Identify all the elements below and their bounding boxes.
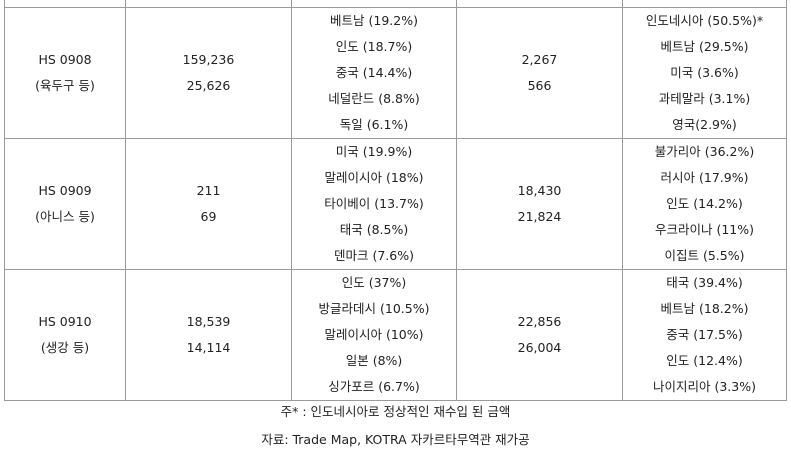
footnote: 주* : 인도네시아로 정상적인 재수입 된 금액 <box>280 404 511 419</box>
import-value: 211 <box>196 183 221 198</box>
country-share: 독일 (6.1%) <box>339 117 409 132</box>
country-share: 인도 (12.4%) <box>666 353 743 368</box>
country-share: 태국 (8.5%) <box>339 222 409 237</box>
product-cell: HS 0910 (생강 등) <box>4 269 126 401</box>
import-value: 69 <box>200 209 217 224</box>
import-value: 18,539 <box>186 314 231 329</box>
country-share: 나이지리아 (3.3%) <box>653 379 756 394</box>
product-cell: HS 0909 (아니스 등) <box>4 138 126 270</box>
import-country-cell: 베트남 (19.2%) 인도 (18.7%) 중국 (14.4%) 네덜란드 (… <box>291 7 457 139</box>
export-value-cell: 22,856 26,004 <box>456 269 623 401</box>
export-value: 566 <box>527 78 552 93</box>
country-share: 과테말라 (3.1%) <box>658 91 751 106</box>
country-share: 러시아 (17.9%) <box>660 170 749 185</box>
import-value: 14,114 <box>186 340 231 355</box>
country-share: 인도 (14.2%) <box>666 196 743 211</box>
export-country-cell: 태국 (39.4%) 베트남 (18.2%) 중국 (17.5%) 인도 (12… <box>622 269 787 401</box>
import-country-cell: 미국 (19.9%) 말레이시아 (18%) 타이베이 (13.7%) 태국 (… <box>291 138 457 270</box>
country-share: 베트남 (29.5%) <box>660 39 749 54</box>
import-value-cell: 159,236 25,626 <box>125 7 292 139</box>
country-share: 불가리아 (36.2%) <box>654 144 755 159</box>
export-country-cell: 인도네시아 (50.5%)* 베트남 (29.5%) 미국 (3.6%) 과테말… <box>622 7 787 139</box>
product-cell: HS 0908 (육두구 등) <box>4 7 126 139</box>
country-share: 우크라이나 (11%) <box>654 222 754 237</box>
import-country-cell: 인도 (37%) 방글라데시 (10.5%) 말레이시아 (10%) 일본 (8… <box>291 269 457 401</box>
header-cell <box>125 0 292 8</box>
export-value: 18,430 <box>517 183 562 198</box>
table-row: HS 0908 (육두구 등) 159,236 25,626 베트남 (19.2… <box>4 7 787 139</box>
export-value-cell: 18,430 21,824 <box>456 138 623 270</box>
header-cell <box>291 0 457 8</box>
hs-code: HS 0909 <box>38 183 92 198</box>
table-row: HS 0910 (생강 등) 18,539 14,114 인도 (37%) 방글… <box>4 269 787 401</box>
trade-table: HS 0908 (육두구 등) 159,236 25,626 베트남 (19.2… <box>4 0 787 401</box>
product-name: (아니스 등) <box>35 209 95 224</box>
hs-code: HS 0908 <box>38 52 92 67</box>
country-share: 싱가포르 (6.7%) <box>328 379 420 394</box>
table-header-row-cropped <box>4 0 787 8</box>
import-value-cell: 211 69 <box>125 138 292 270</box>
country-share: 방글라데시 (10.5%) <box>318 301 430 316</box>
export-value-cell: 2,267 566 <box>456 7 623 139</box>
country-share: 덴마크 (7.6%) <box>334 248 414 263</box>
export-value: 2,267 <box>521 52 558 67</box>
hs-code: HS 0910 <box>38 314 92 329</box>
country-share: 미국 (3.6%) <box>670 65 739 80</box>
country-share: 말레이시아 (18%) <box>324 170 424 185</box>
country-share: 베트남 (18.2%) <box>660 301 749 316</box>
country-share: 중국 (17.5%) <box>666 327 743 342</box>
export-country-cell: 불가리아 (36.2%) 러시아 (17.9%) 인도 (14.2%) 우크라이… <box>622 138 787 270</box>
export-value: 22,856 <box>517 314 562 329</box>
source-note: 자료: Trade Map, KOTRA 자카르타무역관 재가공 <box>261 432 530 447</box>
header-cell <box>622 0 787 8</box>
country-share: 타이베이 (13.7%) <box>324 196 424 211</box>
import-value-cell: 18,539 14,114 <box>125 269 292 401</box>
country-share: 인도네시아 (50.5%)* <box>645 13 764 28</box>
country-share: 인도 (18.7%) <box>335 39 413 54</box>
import-value: 25,626 <box>186 78 231 93</box>
header-cell <box>456 0 623 8</box>
table-row: HS 0909 (아니스 등) 211 69 미국 (19.9%) 말레이시아 … <box>4 138 787 270</box>
country-share: 영국(2.9%) <box>672 117 737 132</box>
country-share: 베트남 (19.2%) <box>330 13 418 28</box>
product-name: (생강 등) <box>40 340 90 355</box>
export-value: 21,824 <box>517 209 562 224</box>
country-share: 일본 (8%) <box>345 353 403 368</box>
country-share: 미국 (19.9%) <box>335 144 413 159</box>
header-cell <box>4 0 126 8</box>
country-share: 중국 (14.4%) <box>335 65 413 80</box>
country-share: 말레이시아 (10%) <box>324 327 424 342</box>
country-share: 이집트 (5.5%) <box>664 248 745 263</box>
country-share: 네덜란드 (8.8%) <box>328 91 420 106</box>
country-share: 태국 (39.4%) <box>666 275 743 290</box>
product-name: (육두구 등) <box>35 78 95 93</box>
import-value: 159,236 <box>182 52 235 67</box>
export-value: 26,004 <box>517 340 562 355</box>
country-share: 인도 (37%) <box>341 275 407 290</box>
